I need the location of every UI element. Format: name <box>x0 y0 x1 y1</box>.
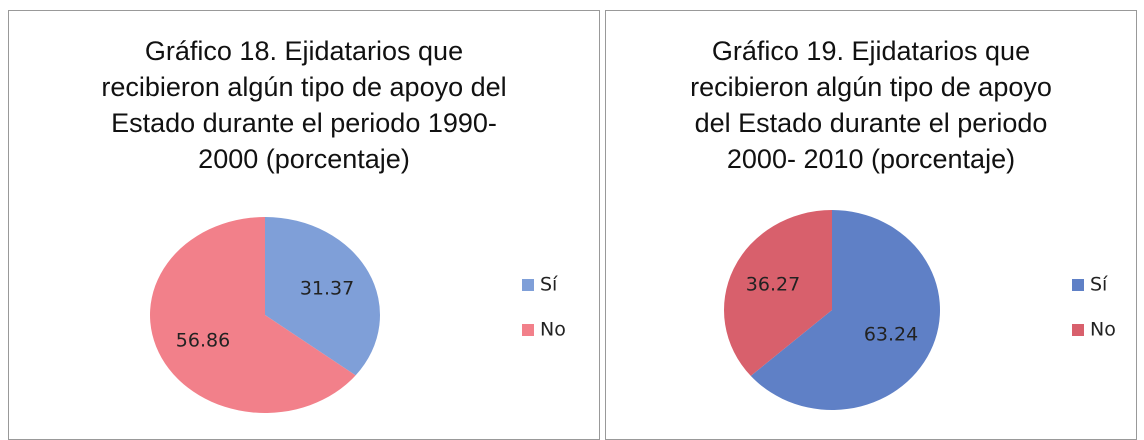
pie-slice <box>750 210 941 411</box>
data-label: 31.37 <box>300 278 354 300</box>
legend-label: Sí <box>540 274 558 296</box>
legend-label: No <box>540 319 566 341</box>
pie-slice <box>265 217 380 376</box>
data-label: 63.24 <box>864 323 918 345</box>
legend-label: No <box>1090 319 1116 341</box>
legend-swatch <box>1072 279 1084 291</box>
pie-slice <box>149 217 356 413</box>
data-label: 56.86 <box>176 329 230 351</box>
legend-label: Sí <box>1090 274 1108 296</box>
legend-swatch <box>522 324 534 336</box>
pie-slice <box>724 210 832 376</box>
chart-title: Gráfico 18. Ejidatarios que recibieron a… <box>101 36 507 174</box>
legend-swatch <box>1072 324 1084 336</box>
legend-swatch <box>522 279 534 291</box>
data-label: 36.27 <box>746 274 800 296</box>
chart-title: Gráfico 19. Ejidatarios que recibieron a… <box>690 36 1052 174</box>
